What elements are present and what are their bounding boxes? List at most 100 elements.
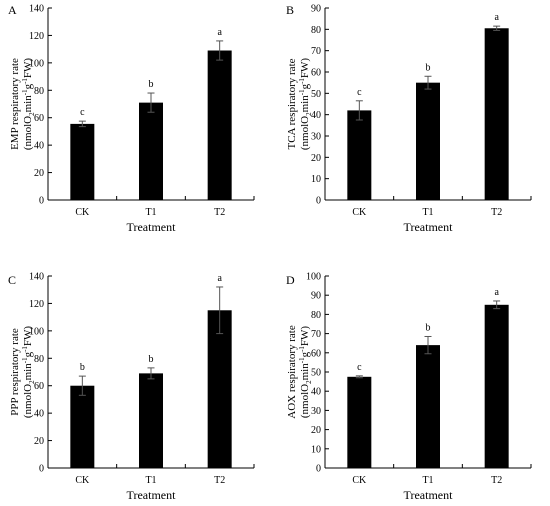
significance-letter: b	[426, 62, 431, 73]
x-tick-label: T1	[145, 207, 156, 218]
y-axis-label-units: (nmolO2min-1g-1FW)	[21, 58, 36, 151]
y-tick-label: 40	[34, 141, 44, 152]
y-tick-label: 70	[311, 329, 321, 340]
x-tick-label: T1	[422, 475, 433, 486]
y-axis-title: AOX respiratory rate	[286, 325, 298, 419]
y-tick-label: 20	[311, 153, 321, 164]
y-tick-label: 80	[311, 310, 321, 321]
y-tick-label: 60	[311, 68, 321, 79]
panel-letter: B	[286, 3, 294, 17]
y-axis-title: PPP respiratory rate	[9, 328, 21, 416]
y-axis-units-group: (nmolO2min-1g-1FW)	[21, 58, 36, 151]
y-tick-label: 80	[311, 25, 321, 36]
y-tick-label: 90	[311, 291, 321, 302]
y-tick-label: 50	[311, 368, 321, 379]
x-tick-label: T2	[491, 207, 502, 218]
y-tick-label: 40	[34, 409, 44, 420]
y-tick-label: 140	[29, 4, 44, 15]
y-axis-title-group: AOX respiratory rate	[286, 325, 298, 419]
y-axis-label-units: (nmolO2min-1g-1FW)	[298, 326, 313, 419]
y-tick-label: 20	[34, 436, 44, 447]
x-tick-label: CK	[75, 475, 90, 486]
x-tick-label: T2	[214, 475, 225, 486]
y-tick-label: 30	[311, 406, 321, 417]
y-tick-label: 70	[311, 46, 321, 57]
chart-panel-c: C 0 20 40 60 80 100 120 140 CK b T1 b T2 a Treatment PPP…	[8, 272, 255, 502]
bar-t1	[416, 82, 440, 200]
significance-letter: c	[357, 87, 362, 98]
significance-letter: b	[80, 362, 85, 373]
bar-t2	[484, 304, 509, 468]
y-tick-label: 10	[311, 444, 321, 455]
chart-panel-b: B 0 10 20 30 40 50 60 70 80 90 CK c T1 b T2 a Treatment TC…	[286, 3, 532, 234]
x-tick-label: T2	[214, 207, 225, 218]
x-tick-label: CK	[352, 207, 367, 218]
y-axis-units-group: (nmolO2min-1g-1FW)	[21, 326, 36, 419]
y-tick-label: 40	[311, 387, 321, 398]
significance-letter: b	[149, 79, 154, 90]
y-axis-title: EMP respiratory rate	[9, 58, 21, 150]
x-axis-title: Treatment	[404, 220, 454, 234]
panel-letter: A	[8, 3, 17, 17]
chart-panel-d: D 0 10 20 30 40 50 60 70 80 90 100 CK c T1 b T2 a Treatmen…	[286, 272, 532, 502]
y-axis-units-group: (nmolO2min-1g-1FW)	[298, 58, 313, 151]
y-tick-label: 90	[311, 4, 321, 15]
y-tick-label: 100	[29, 326, 44, 337]
significance-letter: b	[149, 354, 154, 365]
significance-letter: c	[357, 362, 362, 373]
x-axis-title: Treatment	[404, 488, 454, 502]
y-tick-label: 10	[311, 174, 321, 185]
bar-t2	[207, 310, 232, 468]
bar-ck	[347, 110, 372, 200]
y-axis-title-group: EMP respiratory rate	[9, 58, 21, 150]
bar-ck	[70, 123, 95, 200]
panel-letter: D	[286, 273, 295, 287]
y-tick-label: 80	[34, 86, 44, 97]
significance-letter: a	[217, 273, 222, 284]
bar-t2	[207, 50, 232, 201]
x-tick-label: T2	[491, 475, 502, 486]
significance-letter: a	[494, 12, 499, 23]
bar-ck	[70, 385, 95, 468]
y-tick-label: 120	[29, 31, 44, 42]
y-tick-label: 60	[311, 348, 321, 359]
y-tick-label: 40	[311, 110, 321, 121]
significance-letter: a	[217, 27, 222, 38]
y-axis-title: TCA respiratory rate	[286, 58, 298, 149]
y-tick-label: 0	[316, 196, 321, 207]
bar-t2	[484, 28, 509, 201]
x-axis-title: Treatment	[127, 488, 177, 502]
significance-letter: a	[494, 287, 499, 298]
x-tick-label: T1	[422, 207, 433, 218]
y-tick-label: 0	[39, 464, 44, 475]
y-tick-label: 100	[306, 272, 321, 283]
bar-t1	[416, 345, 440, 468]
y-tick-label: 0	[39, 196, 44, 207]
y-tick-label: 80	[34, 354, 44, 365]
y-axis-units-group: (nmolO2min-1g-1FW)	[298, 326, 313, 419]
x-tick-label: CK	[352, 475, 367, 486]
y-tick-label: 60	[34, 381, 44, 392]
y-axis-label-units: (nmolO2min-1g-1FW)	[21, 326, 36, 419]
y-axis-label-units: (nmolO2min-1g-1FW)	[298, 58, 313, 151]
significance-letter: c	[80, 107, 85, 118]
y-axis-title-group: PPP respiratory rate	[9, 328, 21, 416]
y-tick-label: 20	[311, 425, 321, 436]
x-tick-label: CK	[75, 207, 90, 218]
bar-t1	[139, 102, 163, 200]
y-tick-label: 30	[311, 132, 321, 143]
y-tick-label: 140	[29, 272, 44, 283]
panel-letter: C	[8, 273, 16, 287]
x-axis-title: Treatment	[127, 220, 177, 234]
y-tick-label: 60	[34, 113, 44, 124]
significance-letter: b	[426, 322, 431, 333]
y-tick-label: 50	[311, 89, 321, 100]
y-tick-label: 20	[34, 168, 44, 179]
y-tick-label: 0	[316, 464, 321, 475]
y-tick-label: 100	[29, 58, 44, 69]
x-tick-label: T1	[145, 475, 156, 486]
y-tick-label: 120	[29, 299, 44, 310]
bar-t1	[139, 373, 163, 468]
bar-ck	[347, 376, 372, 468]
chart-panel-a: A 0 20 40 60 80 100 120 140 CK c T1 b T2 a Treatment EMP…	[8, 3, 255, 234]
